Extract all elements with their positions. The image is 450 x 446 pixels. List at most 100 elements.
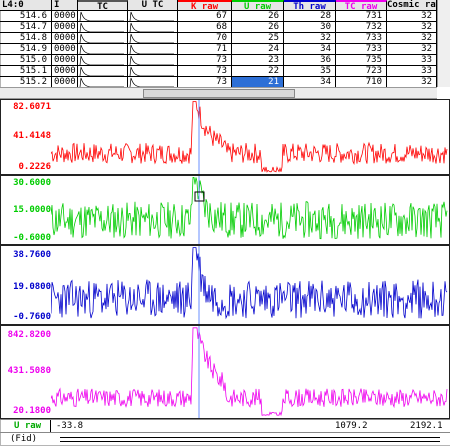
cosmic-raw-cell[interactable]: 32 [387,44,437,55]
utc-sparkline-cell[interactable] [128,22,178,33]
col-i[interactable]: I [52,0,78,11]
flag-cell[interactable]: 0000 [52,11,78,22]
depth-axis-footer: U raw -33.8 1079.2 2192.1 (Fid) [0,419,450,445]
tc-sparkline-cell[interactable] [78,44,128,55]
panel-tc-raw[interactable]: 842.8200 431.5080 20.1800 [0,325,450,419]
axis-mid-label: 1079.2 [335,421,368,431]
col-u-raw[interactable]: U raw [232,0,284,11]
table-horizontal-scrollbar[interactable] [0,87,437,99]
cosmic-raw-cell[interactable]: 32 [387,22,437,33]
k-raw-trace [51,100,448,174]
log-table: L4:0 I TC U TC K raw U raw Th raw TC raw… [0,0,450,88]
flag-cell[interactable]: 0000 [52,33,78,44]
k-raw-cell[interactable]: 71 [178,44,232,55]
k-raw-mid-label: 41.4148 [13,131,51,141]
th-raw-cell[interactable]: 30 [284,22,336,33]
axis-readout: U raw -33.8 1079.2 2192.1 [0,419,450,433]
col-depth[interactable]: L4:0 [0,0,52,11]
utc-sparkline-cell[interactable] [128,66,178,77]
th-raw-cell[interactable]: 28 [284,11,336,22]
tc-raw-cell[interactable]: 735 [336,55,387,66]
th-raw-cell[interactable]: 34 [284,44,336,55]
k-raw-cell[interactable]: 70 [178,33,232,44]
depth-range-bar[interactable] [60,437,440,442]
selection-marker[interactable] [194,191,205,202]
u-raw-trace [51,176,448,244]
tc-sparkline-cell[interactable] [78,11,128,22]
tc-raw-cell[interactable]: 732 [336,22,387,33]
depth-cell[interactable]: 514.8 [0,33,52,44]
th-raw-cell[interactable]: 32 [284,33,336,44]
tc-raw-cell[interactable]: 733 [336,44,387,55]
utc-sparkline-cell[interactable] [128,33,178,44]
tc-raw-bot-label: 20.1800 [13,406,51,416]
k-raw-cell[interactable]: 68 [178,22,232,33]
tc-sparkline-cell[interactable] [78,66,128,77]
axis-min-label: -33.8 [56,421,84,431]
depth-cell[interactable]: 514.9 [0,44,52,55]
utc-sparkline-cell[interactable] [128,44,178,55]
k-raw-cell[interactable]: 73 [178,66,232,77]
cosmic-raw-cell[interactable]: 32 [387,11,437,22]
k-raw-bot-label: 0.2226 [18,162,51,172]
depth-cell[interactable]: 514.6 [0,11,52,22]
tc-raw-cell[interactable]: 723 [336,66,387,77]
table-row[interactable]: 514.7 0000 68 26 30 732 32 [0,22,450,33]
tc-raw-cell[interactable]: 731 [336,11,387,22]
tc-sparkline-cell[interactable] [78,33,128,44]
th-raw-top-label: 38.7600 [13,250,51,260]
flag-cell[interactable]: 0000 [52,66,78,77]
u-raw-mid-label: 15.0000 [13,205,51,215]
u-raw-cell[interactable]: 26 [232,11,284,22]
active-channel-label: U raw [14,421,42,431]
panel-k-raw[interactable]: 82.6071 41.4148 0.2226 [0,99,450,175]
utc-sparkline-cell[interactable] [128,55,178,66]
tc-sparkline-cell[interactable] [78,22,128,33]
tc-sparkline-cell[interactable] [78,55,128,66]
tc-raw-mid-label: 431.5080 [7,366,51,376]
tc-raw-top-label: 842.8200 [7,330,51,340]
table-vertical-scrollbar[interactable] [437,0,450,87]
u-raw-cell[interactable]: 26 [232,22,284,33]
th-raw-cell[interactable]: 35 [284,66,336,77]
depth-cell[interactable]: 514.7 [0,22,52,33]
fid-mode-label[interactable]: (Fid) [10,434,38,444]
tc-raw-cell[interactable]: 733 [336,33,387,44]
u-raw-cell[interactable]: 22 [232,66,284,77]
col-th-raw[interactable]: Th raw [284,0,336,11]
flag-cell[interactable]: 0000 [52,44,78,55]
depth-cell[interactable]: 515.0 [0,55,52,66]
u-raw-bot-label: -0.6000 [13,233,51,243]
axis-max-label: 2192.1 [410,421,443,431]
cosmic-raw-cell[interactable]: 33 [387,66,437,77]
u-raw-cell[interactable]: 24 [232,44,284,55]
u-raw-cell[interactable]: 25 [232,33,284,44]
col-k-raw[interactable]: K raw [178,0,232,11]
col-utc[interactable]: U TC [128,0,178,11]
cosmic-raw-cell[interactable]: 33 [387,55,437,66]
th-raw-trace [51,246,448,324]
k-raw-cell[interactable]: 67 [178,11,232,22]
depth-cell[interactable]: 515.1 [0,66,52,77]
table-row[interactable]: 515.0 0000 73 23 36 735 33 [0,55,450,66]
col-tc-raw[interactable]: TC raw [336,0,387,11]
col-cosmic-raw[interactable]: Cosmic raw [387,0,437,11]
table-row[interactable]: 515.1 0000 73 22 35 723 33 [0,66,450,77]
k-raw-cell[interactable]: 73 [178,55,232,66]
th-raw-cell[interactable]: 36 [284,55,336,66]
u-raw-top-label: 30.6000 [13,178,51,188]
panel-u-raw[interactable]: 30.6000 15.0000 -0.6000 [0,175,450,245]
flag-cell[interactable]: 0000 [52,22,78,33]
col-tc[interactable]: TC [78,0,128,11]
tc-raw-trace [51,326,448,418]
flag-cell[interactable]: 0000 [52,55,78,66]
table-row[interactable]: 514.8 0000 70 25 32 733 32 [0,33,450,44]
utc-sparkline-cell[interactable] [128,11,178,22]
th-raw-bot-label: -0.7600 [13,312,51,322]
u-raw-cell[interactable]: 23 [232,55,284,66]
scrollbar-thumb[interactable] [143,89,295,98]
panel-th-raw[interactable]: 38.7600 19.0800 -0.7600 [0,245,450,325]
table-row[interactable]: 514.6 0000 67 26 28 731 32 [0,11,450,22]
cosmic-raw-cell[interactable]: 32 [387,33,437,44]
table-row[interactable]: 514.9 0000 71 24 34 733 32 [0,44,450,55]
